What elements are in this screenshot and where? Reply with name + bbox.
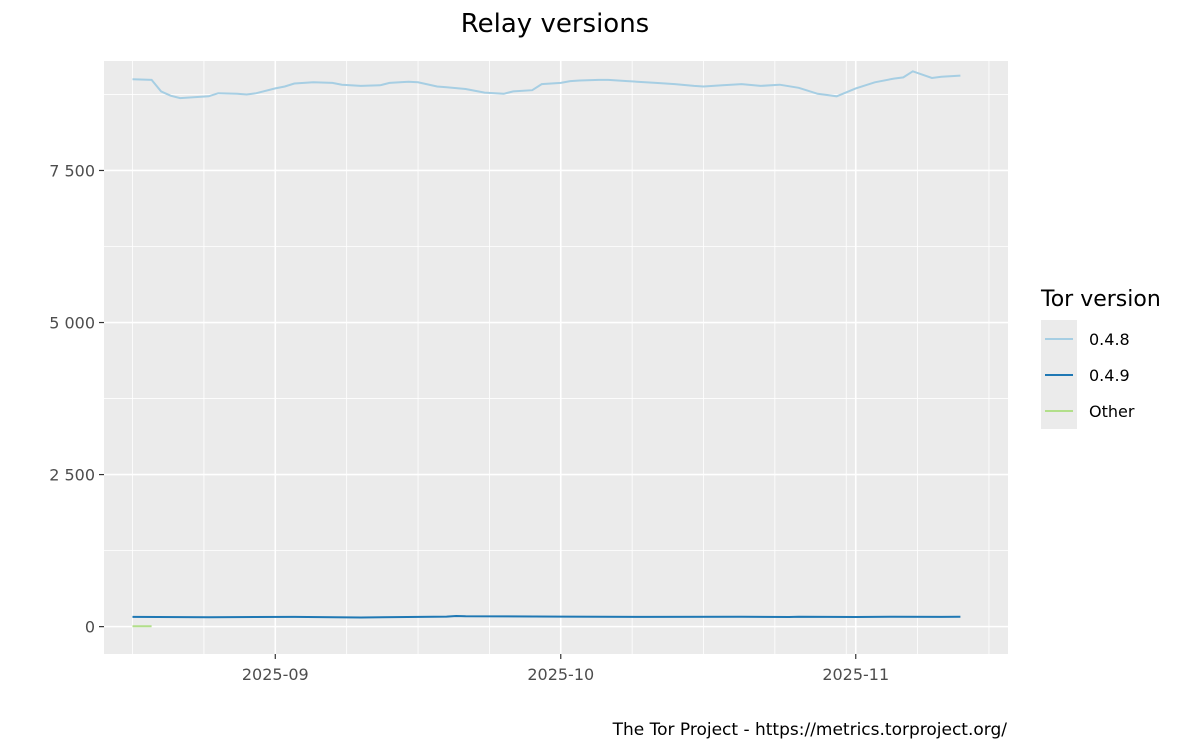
legend-label-0.4.9: 0.4.9	[1089, 366, 1130, 385]
data-point-0.4.8	[246, 93, 248, 95]
data-point-0.4.8	[874, 81, 876, 83]
data-point-0.4.8	[893, 78, 895, 80]
data-point-0.4.8	[408, 81, 410, 83]
data-point-0.4.9	[293, 616, 295, 618]
data-point-0.4.8	[417, 81, 419, 83]
series-layer	[132, 70, 961, 628]
data-point-0.4.9	[208, 616, 210, 618]
data-point-0.4.8	[331, 82, 333, 84]
data-point-0.4.8	[531, 89, 533, 91]
data-point-0.4.8	[132, 78, 134, 80]
data-point-0.4.8	[151, 79, 153, 81]
data-point-0.4.9	[560, 616, 562, 618]
data-point-0.4.8	[674, 83, 676, 85]
data-point-0.4.9	[360, 617, 362, 619]
data-point-0.4.9	[798, 616, 800, 618]
y-tick-label: 2 500	[49, 466, 95, 485]
minor-grid	[104, 61, 1008, 654]
data-point-0.4.8	[503, 93, 505, 95]
x-tick-label: 2025-10	[527, 665, 594, 684]
data-point-0.4.8	[760, 85, 762, 87]
data-point-0.4.8	[217, 92, 219, 94]
data-point-0.4.9	[959, 616, 961, 618]
data-point-0.4.8	[902, 76, 904, 78]
data-point-0.4.8	[293, 83, 295, 85]
legend-label-Other: Other	[1089, 402, 1135, 421]
major-grid	[104, 61, 1008, 654]
data-point-0.4.8	[541, 83, 543, 85]
data-point-0.4.8	[569, 80, 571, 82]
data-point-0.4.8	[741, 83, 743, 85]
data-point-0.4.8	[436, 86, 438, 88]
data-point-0.4.8	[817, 93, 819, 95]
data-point-0.4.9	[788, 616, 790, 618]
data-point-0.4.8	[931, 77, 933, 79]
data-point-0.4.9	[645, 616, 647, 618]
data-point-0.4.8	[512, 90, 514, 92]
data-point-0.4.8	[579, 79, 581, 81]
data-point-0.4.8	[312, 81, 314, 83]
data-point-0.4.8	[170, 95, 172, 97]
legend-label-0.4.8: 0.4.8	[1089, 330, 1130, 349]
data-point-0.4.8	[912, 70, 914, 72]
data-point-0.4.9	[741, 616, 743, 618]
data-point-0.4.8	[836, 95, 838, 97]
y-axis: 0 2 500 5 000 7 500	[49, 161, 104, 637]
data-point-0.4.8	[598, 79, 600, 81]
data-point-0.4.8	[693, 85, 695, 87]
series-line-0.4.9	[132, 614, 961, 619]
data-point-0.4.8	[655, 82, 657, 84]
data-point-0.4.8	[255, 92, 257, 94]
x-tick-label: 2025-11	[822, 665, 889, 684]
data-point-0.4.9	[446, 616, 448, 618]
data-point-Other	[151, 625, 153, 627]
data-point-0.4.8	[360, 85, 362, 87]
data-point-0.4.8	[626, 80, 628, 82]
data-point-0.4.8	[798, 87, 800, 89]
chart-caption: The Tor Project - https://metrics.torpro…	[612, 720, 1008, 740]
y-tick-label: 0	[85, 618, 95, 637]
chart-title: Relay versions	[461, 9, 649, 39]
y-tick-label: 5 000	[49, 314, 95, 333]
data-point-0.4.9	[132, 616, 134, 618]
data-point-0.4.8	[940, 76, 942, 78]
data-point-0.4.8	[607, 79, 609, 81]
data-point-0.4.8	[274, 87, 276, 89]
data-point-0.4.8	[465, 88, 467, 90]
data-point-0.4.8	[284, 86, 286, 88]
data-point-0.4.8	[636, 81, 638, 83]
data-point-0.4.8	[722, 84, 724, 86]
legend: Tor version 0.4.8 0.4.9 Other	[1040, 287, 1161, 429]
y-tick-label: 7 500	[49, 161, 95, 180]
plot-panel	[104, 61, 1008, 654]
data-point-0.4.9	[940, 616, 942, 618]
data-point-0.4.9	[893, 616, 895, 618]
data-point-0.4.8	[341, 84, 343, 86]
data-point-0.4.8	[160, 90, 162, 92]
legend-title: Tor version	[1040, 287, 1161, 312]
data-point-0.4.8	[779, 84, 781, 86]
data-point-0.4.8	[446, 86, 448, 88]
data-point-0.4.8	[179, 97, 181, 99]
data-point-0.4.8	[189, 96, 191, 98]
data-point-0.4.8	[959, 75, 961, 77]
series-line-0.4.8	[132, 70, 961, 100]
data-point-0.4.8	[560, 82, 562, 84]
x-axis: 2025-09 2025-10 2025-11	[242, 654, 889, 684]
data-point-0.4.8	[236, 93, 238, 95]
data-point-Other	[132, 625, 134, 627]
data-point-0.4.9	[455, 615, 457, 617]
data-point-0.4.8	[484, 92, 486, 94]
data-point-0.4.9	[465, 615, 467, 617]
data-point-0.4.9	[855, 616, 857, 618]
data-point-0.4.8	[379, 84, 381, 86]
x-tick-label: 2025-09	[242, 665, 309, 684]
data-point-0.4.8	[855, 87, 857, 89]
data-point-0.4.8	[208, 95, 210, 97]
data-point-0.4.8	[388, 82, 390, 84]
data-point-0.4.8	[702, 86, 704, 88]
